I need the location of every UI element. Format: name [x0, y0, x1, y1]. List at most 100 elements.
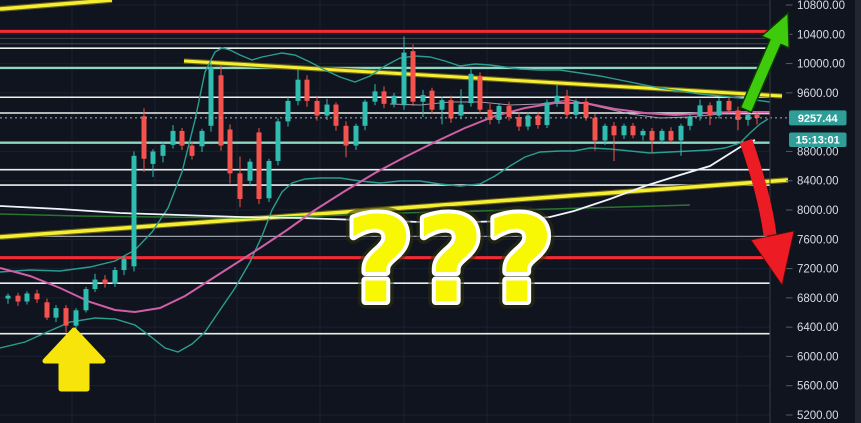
candle-body [707, 105, 713, 116]
candle-body [53, 308, 59, 318]
candle-body [372, 91, 378, 102]
candle-body [160, 144, 166, 156]
candle-body [716, 100, 722, 116]
candle-body [5, 295, 11, 299]
last-price-label: 9257.44 [798, 113, 839, 125]
candle-body [112, 270, 118, 284]
axis-price-label: 7600.00 [797, 234, 839, 246]
candle-body [726, 100, 732, 111]
candle-body [150, 151, 156, 164]
candle-body [754, 114, 760, 118]
yellow-up-arrow [42, 327, 106, 392]
red-arrow-shaft [739, 138, 777, 236]
candle-body [621, 125, 627, 136]
axis-price-label: 8800.00 [797, 146, 839, 158]
descending-resistance[interactable] [183, 59, 783, 98]
candle-body [237, 173, 243, 200]
candle-body [735, 110, 741, 120]
candle-body [131, 155, 137, 267]
candle-body [208, 67, 214, 126]
candle-body [189, 145, 195, 156]
candle-body [649, 130, 655, 141]
candle-body [678, 125, 684, 141]
candle-body [496, 106, 502, 120]
candle-body [448, 100, 454, 119]
red-arrow-head [750, 230, 795, 286]
candle-body [439, 100, 445, 110]
candle-body [487, 109, 493, 120]
axis-scroll-strip[interactable] [855, 0, 861, 423]
candle-body [73, 310, 79, 326]
candle-body [410, 51, 416, 102]
candle-body [227, 129, 233, 174]
candle-body [429, 90, 435, 110]
bollinger-lower-band [0, 118, 769, 353]
axis-price-label: 8400.00 [797, 176, 839, 188]
question-marks-shadow: ??? [345, 191, 556, 329]
candle-body [554, 95, 560, 103]
bollinger-upper-band [0, 47, 771, 273]
green-arrow-annotation[interactable] [739, 11, 790, 114]
candle-body [583, 101, 589, 118]
candle-body [391, 95, 397, 104]
countdown-label: 15:13:01 [796, 135, 840, 147]
candle-body [458, 104, 464, 116]
candle-body [697, 105, 703, 117]
candle-body [102, 279, 108, 284]
up-arrow-annotation[interactable] [42, 327, 106, 392]
candle-body [611, 125, 617, 136]
levels-layer [0, 29, 770, 335]
axis-price-label: 10000.00 [797, 59, 845, 71]
candle-body [602, 125, 608, 141]
candle-body [333, 104, 339, 126]
candle-body [477, 76, 483, 110]
candle-body [314, 100, 320, 116]
candles-layer [5, 36, 760, 333]
candle-body [170, 130, 176, 145]
candle-body [199, 130, 205, 147]
candle-body [275, 121, 281, 161]
candle-body [468, 73, 474, 104]
candle-body [640, 130, 646, 136]
trendlines-layer [0, 0, 789, 240]
axis-price-label: 6000.00 [797, 351, 839, 363]
red-arrow-annotation[interactable] [739, 138, 795, 286]
candle-body [285, 100, 291, 122]
question-marks-annotation[interactable]: ?????? [338, 184, 562, 337]
candle-body [121, 259, 127, 271]
candle-body [535, 115, 541, 126]
white-ma-line [0, 139, 756, 223]
candle-body [564, 95, 570, 115]
candle-body [24, 293, 30, 302]
axis-price-label: 7200.00 [797, 264, 839, 276]
candle-body [218, 75, 224, 146]
candle-body [324, 104, 330, 116]
upper-channel[interactable] [0, 0, 113, 11]
candle-body [420, 95, 426, 102]
axis-price-label: 5200.00 [797, 410, 839, 422]
candle-body [573, 101, 579, 115]
candle-body [659, 130, 665, 141]
ascending-support[interactable] [0, 178, 789, 239]
candle-body [381, 91, 387, 104]
candle-body [15, 295, 21, 302]
axis-price-label: 8000.00 [797, 205, 839, 217]
candle-body [516, 117, 522, 127]
axis-price-label: 6800.00 [797, 293, 839, 305]
axis-price-label: 10800.00 [797, 0, 845, 12]
candle-body [544, 102, 550, 126]
axis-price-label: 9600.00 [797, 88, 839, 100]
question-marks-text: ??? [345, 191, 556, 329]
candle-body [179, 130, 185, 146]
grid-layer [0, 0, 770, 423]
green-up-arrow [739, 11, 790, 114]
axis-price-label: 6400.00 [797, 322, 839, 334]
pink-ma-line [0, 102, 770, 314]
candle-body [247, 161, 253, 181]
candle-body [343, 125, 349, 146]
candle-body [266, 160, 272, 199]
candle-body [92, 279, 98, 290]
candle-body [83, 289, 89, 311]
